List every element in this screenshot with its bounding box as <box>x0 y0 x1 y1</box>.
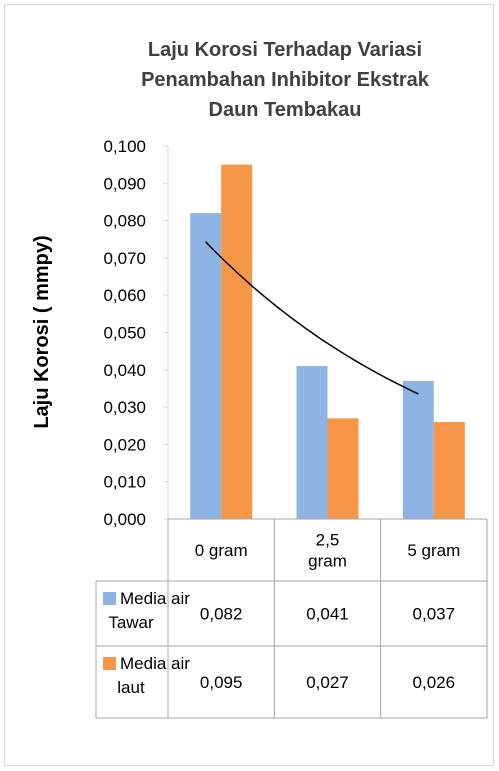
x-category-label: 2,5 <box>316 531 340 550</box>
chart-svg: Laju Korosi Terhadap Variasi Penambahan I… <box>31 39 488 719</box>
y-tick-label: 0,100 <box>103 137 146 156</box>
chart-title-line: Daun Tembakau <box>209 99 362 121</box>
legend-label: laut <box>117 678 145 697</box>
chart-frame: Laju Korosi Terhadap Variasi Penambahan I… <box>4 4 494 766</box>
data-value-label: 0,082 <box>200 605 243 624</box>
y-tick-label: 0,090 <box>103 174 146 193</box>
y-tick-label: 0,060 <box>103 286 146 305</box>
y-tick-label: 0,030 <box>103 398 146 417</box>
data-value-label: 0,037 <box>413 605 456 624</box>
y-tick-label: 0,070 <box>103 249 146 268</box>
y-tick-label: 0,040 <box>103 361 146 380</box>
bar-series2-2 <box>327 418 359 519</box>
bar-series2-1 <box>221 164 253 519</box>
legend-swatch-series1 <box>103 592 116 605</box>
legend-label: Media air <box>120 654 190 673</box>
legend-label: Media air <box>120 589 190 608</box>
trendline <box>205 241 419 395</box>
legend-label: Tawar <box>108 613 154 632</box>
y-tick-label: 0,020 <box>103 435 146 454</box>
chart-title-line: Laju Korosi Terhadap Variasi <box>148 39 422 61</box>
y-axis-label: Laju Korosi ( mmpy) <box>31 235 53 428</box>
data-value-label: 0,027 <box>306 673 349 692</box>
data-value-label: 0,095 <box>200 673 243 692</box>
y-tick-label: 0,010 <box>103 473 146 492</box>
x-category-label: 5 gram <box>407 541 460 560</box>
data-value-label: 0,041 <box>306 605 349 624</box>
chart-title-line: Penambahan Inhibitor Ekstrak <box>141 69 430 91</box>
y-tick-label: 0,000 <box>103 510 146 529</box>
x-category-label: 0 gram <box>195 541 248 560</box>
y-tick-label: 0,080 <box>103 212 146 231</box>
x-category-label: gram <box>308 552 347 571</box>
y-tick-label: 0,050 <box>103 324 146 343</box>
bar-series2-3 <box>433 422 465 519</box>
legend-swatch-series2 <box>103 657 116 670</box>
data-value-label: 0,026 <box>413 673 456 692</box>
bar-series1-2 <box>296 366 328 519</box>
bar-series1-3 <box>402 380 434 519</box>
bar-series1-1 <box>190 213 222 519</box>
